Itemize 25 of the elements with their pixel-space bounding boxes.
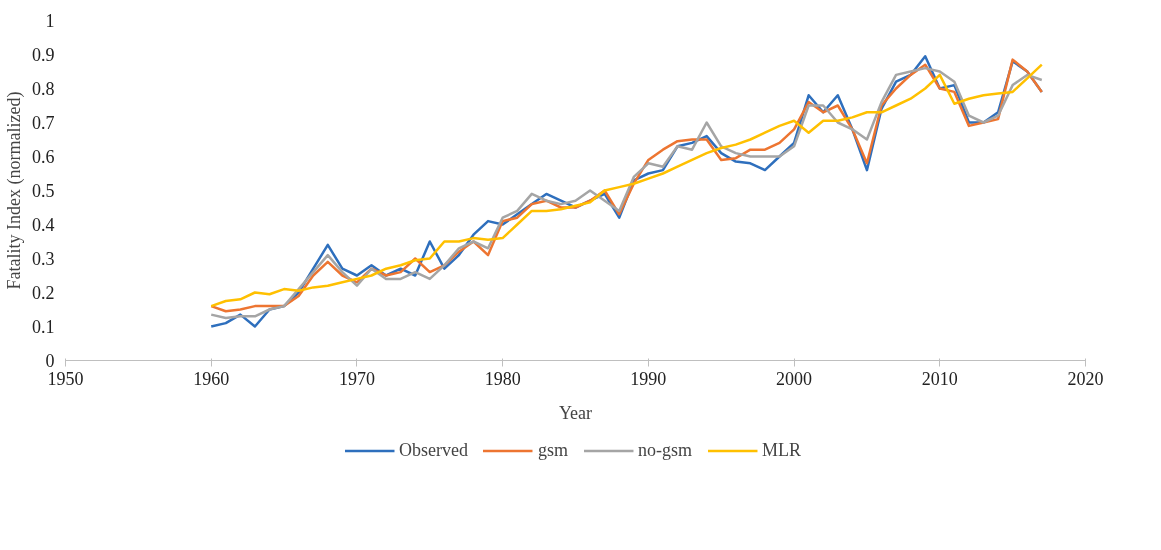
legend-label: MLR xyxy=(761,439,802,461)
y-tick-label: 0.7 xyxy=(32,113,55,133)
legend-label: Observed xyxy=(398,439,468,461)
legend-label: gsm xyxy=(537,439,568,461)
x-tick-label: 1950 xyxy=(47,368,84,389)
y-tick-label: 0.4 xyxy=(32,215,55,235)
x-tick-label: 2010 xyxy=(921,368,958,389)
y-axis-title: Fatality Index (normalized) xyxy=(4,91,25,290)
x-tick-label: 1960 xyxy=(193,368,230,389)
x-tick-label: 2000 xyxy=(776,368,813,389)
x-tick-label: 2020 xyxy=(1067,368,1104,389)
x-axis-title: Year xyxy=(558,402,593,423)
y-tick-label: 0.5 xyxy=(32,181,55,201)
y-tick-label: 0.3 xyxy=(32,249,55,269)
y-tick-label: 0.1 xyxy=(32,317,55,337)
x-tick-label: 1990 xyxy=(630,368,667,389)
x-tick-label: 1980 xyxy=(484,368,521,389)
y-tick-label: 0.2 xyxy=(32,283,55,303)
y-tick-label: 0.8 xyxy=(32,79,55,99)
legend-label: no-gsm xyxy=(637,439,692,461)
y-tick-label: 1 xyxy=(45,11,55,31)
y-tick-label: 0.9 xyxy=(32,45,55,65)
y-tick-label: 0.6 xyxy=(32,147,55,167)
x-tick-label: 1970 xyxy=(338,368,375,389)
y-tick-label: 0 xyxy=(45,351,55,371)
